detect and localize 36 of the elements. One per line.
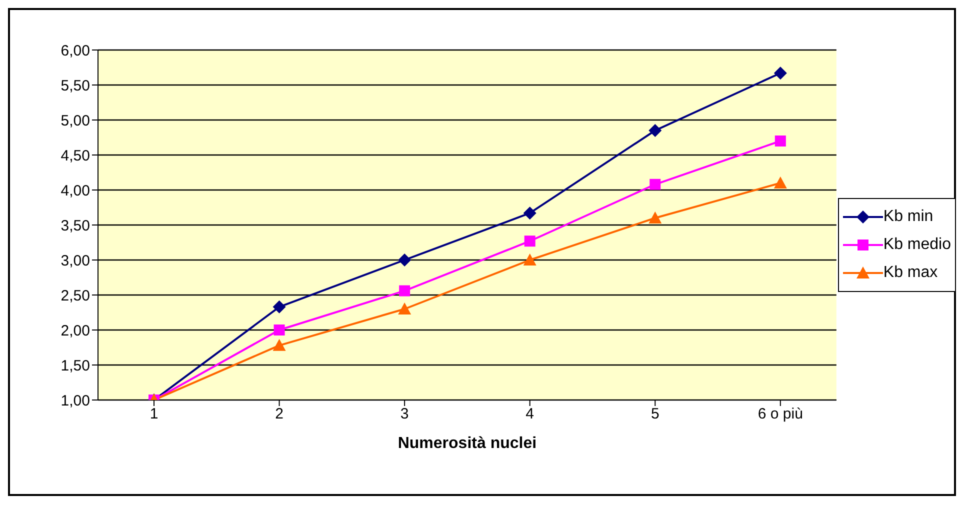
y-tick-label: 3,00 — [60, 252, 90, 270]
y-tick-label: 5,50 — [60, 77, 90, 94]
y-tick-label: 2,50 — [60, 287, 90, 304]
point — [524, 236, 536, 247]
point — [648, 124, 662, 137]
point — [272, 300, 286, 314]
point — [774, 176, 787, 188]
point — [523, 206, 536, 220]
y-tick-label: 1,50 — [60, 357, 90, 374]
legend-label: Kb max — [883, 264, 938, 282]
y-tick-label: 6,00 — [60, 42, 90, 60]
point — [648, 212, 662, 224]
y-tick-label: 2,00 — [60, 322, 90, 340]
y-tick-label: 4,00 — [60, 182, 90, 200]
point — [774, 136, 786, 146]
y-tick-label: 3,50 — [60, 217, 90, 234]
x-tick-label: 5 — [650, 406, 660, 423]
point — [399, 285, 410, 296]
x-tick-label: 2 — [275, 406, 284, 423]
point — [398, 254, 412, 266]
y-tick-label: 1,00 — [60, 392, 90, 410]
point — [774, 66, 787, 80]
x-tick-label: 1 — [150, 406, 158, 423]
legend-label: Kb min — [883, 208, 934, 226]
x-axis-title: Numerosità nuclei — [398, 435, 537, 452]
legend-label: Kb medio — [883, 236, 951, 254]
point — [274, 324, 285, 336]
point — [272, 338, 286, 351]
y-tick-label: 5,00 — [60, 112, 90, 130]
point — [650, 178, 661, 190]
point — [523, 254, 536, 266]
x-tick-label: 6 o più — [758, 406, 803, 423]
x-tick-label: 3 — [400, 406, 409, 423]
x-tick-label: 4 — [526, 406, 534, 423]
y-tick-label: 4,50 — [60, 147, 90, 164]
point — [398, 302, 412, 314]
